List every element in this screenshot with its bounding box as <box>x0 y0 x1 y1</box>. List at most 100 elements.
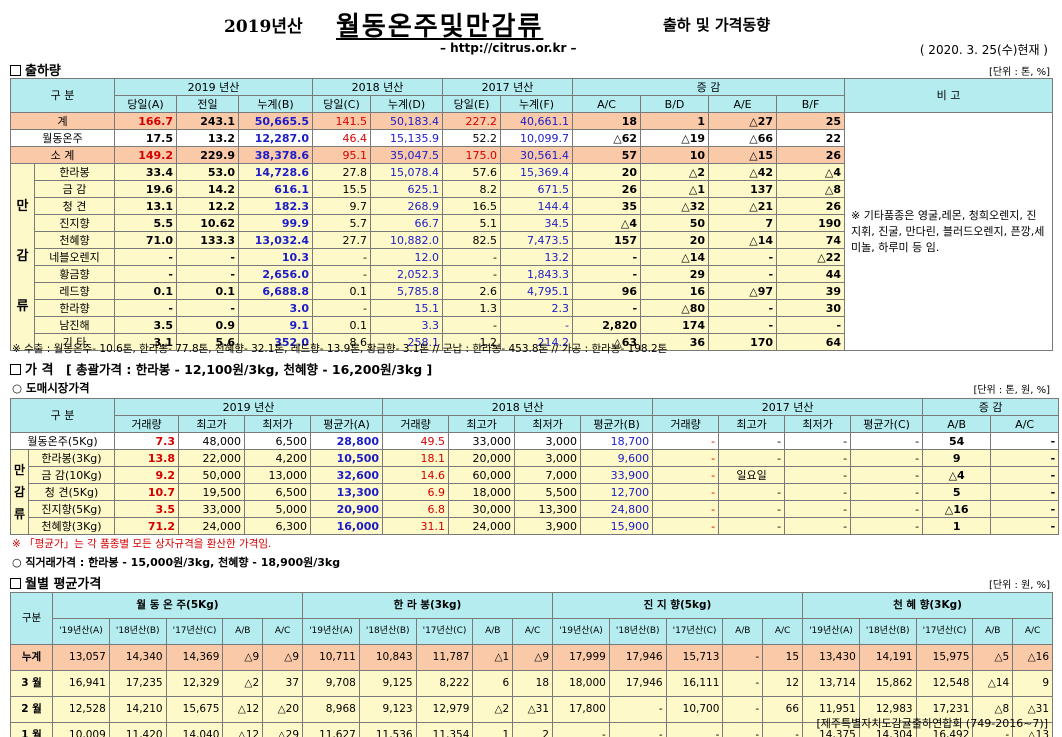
data-cell: 13.2 <box>176 129 239 147</box>
data-cell: 11,627 <box>302 722 360 737</box>
data-cell: 18,000 <box>552 670 610 697</box>
data-cell: △14 <box>972 670 1014 697</box>
data-cell: △15 <box>708 146 778 164</box>
data-cell: 11,536 <box>358 722 417 737</box>
sub-header: 거래량 <box>114 415 179 433</box>
col-header-gubun: 구 분 <box>10 398 115 433</box>
sub-header: 최저가 <box>244 415 311 433</box>
sub-header: '19년산(A) <box>302 618 360 645</box>
data-cell: - <box>784 500 852 518</box>
data-cell: 10,882.0 <box>369 231 444 249</box>
table-row: 진지향(5Kg) 3.5 33,000 5,000 20,900 6.8 30,000 13,… <box>11 500 1060 518</box>
data-cell: 157 <box>572 231 642 249</box>
data-cell: 17,235 <box>108 670 167 697</box>
site-url[interactable]: – http://citrus.or.kr – <box>440 41 577 55</box>
data-cell: 352.0 <box>238 333 313 351</box>
data-cell: 15,135.9 <box>369 129 444 147</box>
data-cell: △63 <box>572 333 642 351</box>
data-cell: 14,375 <box>802 722 860 737</box>
data-cell: 9,125 <box>358 670 417 697</box>
sub-header: '18년산(B) <box>358 618 417 645</box>
row-label: 1 월 <box>10 722 53 737</box>
data-cell: 10,099.7 <box>500 129 574 147</box>
data-cell: - <box>850 500 924 518</box>
row-label: 2 월 <box>10 696 53 723</box>
data-cell: 53.0 <box>176 163 239 181</box>
data-cell: 15,078.4 <box>369 163 444 181</box>
data-cell: 2,820 <box>572 316 642 334</box>
sub-header: 전일 <box>176 95 239 113</box>
data-cell: △2 <box>222 670 264 697</box>
data-cell: - <box>312 299 371 317</box>
data-cell: △9 <box>262 644 304 671</box>
data-cell: 182.3 <box>238 197 313 215</box>
report-header: 2019년산 월동온주및만감류 출하 및 가격동향 – http://citru… <box>0 6 1062 57</box>
data-cell: △12 <box>222 722 264 737</box>
data-cell: 15,675 <box>165 696 224 723</box>
data-cell: 15,975 <box>915 644 974 671</box>
crop-year: 2019년산 <box>224 17 303 37</box>
data-cell: 9,708 <box>302 670 360 697</box>
data-cell: 54 <box>922 432 992 450</box>
group-header: 한 라 봉(3kg) <box>302 592 554 619</box>
data-cell: 3.1 <box>114 333 177 351</box>
data-cell: - <box>784 432 852 450</box>
row-label: 계 <box>10 112 115 130</box>
data-cell: 32,600 <box>309 466 384 484</box>
data-cell: - <box>762 722 804 737</box>
data-cell: 17,946 <box>608 644 667 671</box>
data-cell: 4,795.1 <box>500 282 574 300</box>
report-title: 월동온주및만감류 <box>336 12 544 42</box>
data-cell: △5 <box>972 644 1014 671</box>
data-cell: 35,047.5 <box>369 146 444 164</box>
data-cell: 33.4 <box>114 163 177 181</box>
data-cell: 3,000 <box>514 432 582 450</box>
data-cell: 17.5 <box>114 129 177 147</box>
data-cell: 15,713 <box>665 644 724 671</box>
data-cell: 15.1 <box>369 299 444 317</box>
data-cell: - <box>176 248 239 266</box>
table-row: 레드향 0.1 0.1 6,688.8 0.1 5,785.8 2.6 4,795.1 96 16… <box>11 282 1053 300</box>
data-cell: 48,000 <box>178 432 245 450</box>
data-cell: - <box>784 483 852 501</box>
data-cell: 71.0 <box>114 231 177 249</box>
data-cell: △62 <box>572 129 642 147</box>
data-cell: 3.5 <box>114 316 177 334</box>
row-label: 월동온주 <box>10 129 115 147</box>
data-cell: 10,500 <box>309 449 384 467</box>
data-cell: 35 <box>572 197 642 215</box>
data-cell: 616.1 <box>238 180 313 198</box>
data-cell: 57 <box>572 146 642 164</box>
data-cell: 12,700 <box>580 483 654 501</box>
sub-header: 최고가 <box>718 415 786 433</box>
data-cell: 0.1 <box>176 282 239 300</box>
data-cell: 6,300 <box>244 517 311 535</box>
data-cell: 33,000 <box>448 432 516 450</box>
data-cell: 1 <box>640 112 710 130</box>
wholesale-price-table: 구 분 2019 년산 2018 년산 2017 년산 증 감 거래량 최고가 최저… <box>10 398 1060 535</box>
sub-header: A/C <box>1012 618 1053 645</box>
data-cell: 2,052.3 <box>369 265 444 283</box>
data-cell: 5.6 <box>176 333 239 351</box>
col-header-2017: 2017 년산 <box>442 78 574 96</box>
sub-header: '17년산(C) <box>165 618 224 645</box>
price-unit: [단위 : 톤, 원, %] <box>973 385 1050 396</box>
row-label: 청 견(5Kg) <box>28 483 115 501</box>
data-cell: 243.1 <box>176 112 239 130</box>
table-row: 1 월 10,009 11,420 14,040 △12 △29 11,627 11,536 1… <box>10 722 1053 737</box>
table-row: 만 감 류 한라봉 33.4 53.0 14,728.6 27.8 15,078.4 57.6 15… <box>10 163 1053 351</box>
data-cell: 5,000 <box>244 500 311 518</box>
data-cell: △1 <box>472 644 514 671</box>
table-row: 월동온주 17.5 13.2 12,287.0 46.4 15,135.9 52.2 10,0… <box>10 129 1053 147</box>
data-cell: 137 <box>708 180 778 198</box>
data-cell: △16 <box>922 500 992 518</box>
row-label: 한라향 <box>34 299 115 317</box>
data-cell: 14,728.6 <box>238 163 313 181</box>
checkbox-square-icon <box>10 578 21 589</box>
data-cell: - <box>990 449 1060 467</box>
data-cell: 10.62 <box>176 214 239 232</box>
data-cell: - <box>850 466 924 484</box>
sub-header: A/B <box>722 618 764 645</box>
data-cell: △13 <box>1012 722 1053 737</box>
sub-header: '19년산(A) <box>802 618 860 645</box>
